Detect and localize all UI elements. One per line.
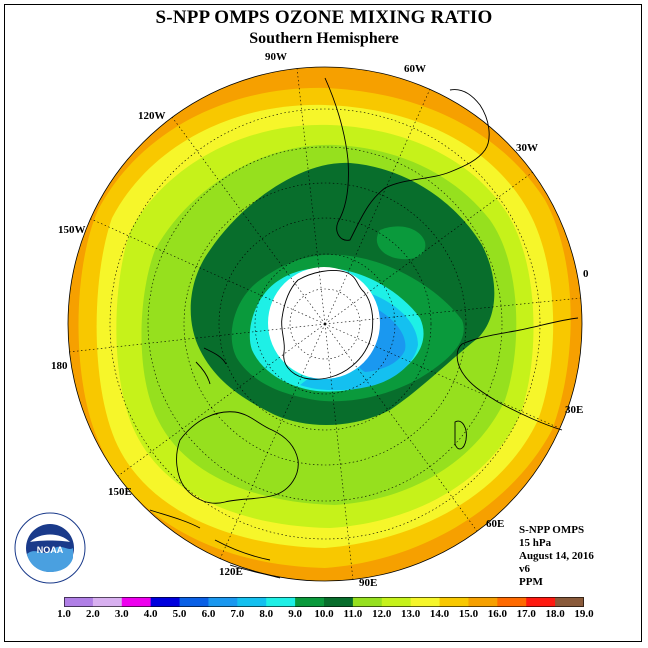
colorbar-tick-label: 13.0 xyxy=(401,608,421,620)
colorbar-tick-label: 10.0 xyxy=(314,608,334,620)
info-units: PPM xyxy=(519,576,543,588)
map-subtitle: Southern Hemisphere xyxy=(249,30,399,47)
colorbar-swatch xyxy=(468,597,498,607)
colorbar-tick-label: 2.0 xyxy=(86,608,100,620)
lon-label-90w: 90W xyxy=(265,51,287,63)
colorbar-swatch xyxy=(179,597,209,607)
lon-label-30e: 30E xyxy=(565,404,584,416)
colorbar-tick-label: 12.0 xyxy=(372,608,392,620)
colorbar-tick-label: 1.0 xyxy=(57,608,71,620)
colorbar-tick-label: 14.0 xyxy=(429,608,450,620)
colorbar-tick-label: 16.0 xyxy=(487,608,507,620)
colorbar-swatch xyxy=(352,597,383,607)
map-title: S-NPP OMPS OZONE MIXING RATIO xyxy=(155,7,493,28)
lon-label-90e: 90E xyxy=(359,577,378,589)
colorbar-swatch xyxy=(237,597,267,607)
colorbar-tick-label: 3.0 xyxy=(114,608,129,620)
info-version: v6 xyxy=(519,563,530,575)
colorbar-swatch xyxy=(439,597,469,607)
indonesia-coast xyxy=(149,509,281,579)
product-info: S-NPP OMPS 15 hPa August 14, 2016 v6 PPM xyxy=(519,524,594,589)
coastlines xyxy=(149,77,579,579)
colorbar-swatch xyxy=(555,597,584,607)
info-instrument: S-NPP OMPS xyxy=(519,524,585,536)
lon-label-120w: 120W xyxy=(138,110,166,122)
africa-coast xyxy=(456,317,579,431)
noaa-logo: NOAA xyxy=(14,512,86,584)
lon-label-120e: 120E xyxy=(219,566,243,578)
colorbar-tick-label: 18.0 xyxy=(545,608,565,620)
noaa-logo-text: NOAA xyxy=(37,545,64,555)
colorbar-swatch xyxy=(121,597,152,607)
colorbar-swatch xyxy=(92,597,123,607)
lon-label-60e: 60E xyxy=(486,518,505,530)
australia-coast xyxy=(176,411,299,504)
colorbar-tick-label: 19.0 xyxy=(574,608,594,620)
lon-label-150e: 150E xyxy=(108,486,132,498)
colorbar-swatch xyxy=(324,597,354,607)
antarctica-coast xyxy=(281,269,374,380)
latitude-circles xyxy=(109,108,541,540)
colorbar-swatch xyxy=(208,597,238,607)
colorbar-tick-label: 8.0 xyxy=(259,608,274,620)
lon-label-0: 0 xyxy=(583,268,589,280)
meridian-lines xyxy=(68,67,582,581)
lon-label-180: 180 xyxy=(51,360,68,372)
colorbar-border xyxy=(64,597,584,607)
map-disk-border xyxy=(67,66,583,582)
colorbar-tick-label: 11.0 xyxy=(343,608,363,620)
colorbar-tick-label: 17.0 xyxy=(516,608,536,620)
colorbar-swatch xyxy=(526,597,556,607)
info-date: August 14, 2016 xyxy=(519,550,594,562)
colorbar-tick-label: 4.0 xyxy=(143,608,158,620)
colorbar-swatch xyxy=(150,597,181,607)
map-frame xyxy=(4,4,642,642)
colorbar-tick-label: 6.0 xyxy=(201,608,216,620)
lon-label-150w: 150W xyxy=(58,224,86,236)
field-9-10-lobe xyxy=(376,226,426,260)
colorbar-tick-label: 9.0 xyxy=(288,608,302,620)
madagascar-coast xyxy=(454,420,467,450)
colorbar-tick-label: 5.0 xyxy=(172,608,187,620)
lon-label-60w: 60W xyxy=(404,63,426,75)
colorbar-tick-label: 7.0 xyxy=(230,608,245,620)
south-america-coast xyxy=(324,77,490,241)
colorbar xyxy=(64,597,584,607)
colorbar-swatch xyxy=(410,597,441,607)
colorbar-swatch xyxy=(64,597,94,607)
info-level: 15 hPa xyxy=(519,537,552,549)
colorbar-swatch xyxy=(381,597,412,607)
colorbar-swatch xyxy=(266,597,296,607)
colorbar-tick-label: 15.0 xyxy=(458,608,479,620)
colorbar-swatch xyxy=(497,597,527,607)
lon-label-30w: 30W xyxy=(516,142,538,154)
colorbar-swatch xyxy=(295,597,325,607)
new-zealand-coast xyxy=(195,347,227,385)
